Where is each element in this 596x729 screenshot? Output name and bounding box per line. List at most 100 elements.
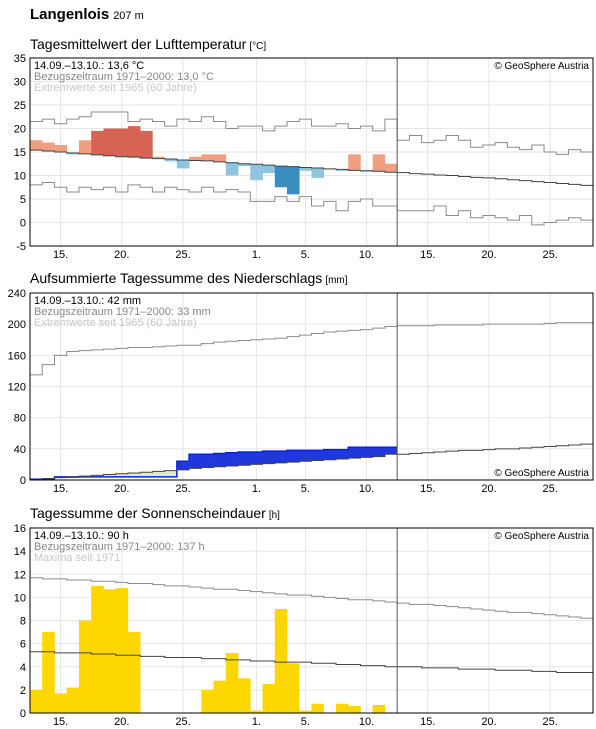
precipitation-unit: [mm] [325, 275, 348, 286]
temperature-unit: [°C] [249, 41, 267, 52]
sunshine-bar [299, 710, 312, 713]
legend-extremes: Extremwerte seit 1965 (60 Jahre) [34, 82, 197, 94]
temperature-bar [225, 162, 239, 176]
x-tick-label: 20. [481, 483, 496, 495]
temperature-bar [250, 164, 263, 181]
precipitation-bar [360, 447, 373, 458]
sunshine-bar [348, 706, 361, 713]
x-tick-label: 15. [53, 483, 68, 495]
copyright-label: © GeoSphere Austria [494, 531, 589, 542]
y-tick-label: 20 [14, 124, 26, 136]
y-tick-label: 8 [20, 616, 26, 628]
legend-extremes: Maxima seit 1971 [34, 552, 120, 564]
temperature-bar [91, 130, 104, 155]
sunshine-bar [225, 652, 239, 713]
x-tick-label: 1. [252, 716, 261, 728]
temperature-frame [29, 57, 594, 247]
precipitation-bar [103, 474, 116, 477]
precipitation-bar [140, 472, 153, 477]
precipitation-bar [127, 472, 141, 477]
x-tick-label: 5. [301, 716, 310, 728]
temperature-bar [274, 166, 288, 188]
station-header: Langenlois 207 m [30, 6, 144, 23]
y-tick-label: 16 [14, 523, 26, 535]
x-tick-label: 25. [543, 483, 558, 495]
sunshine-bar [287, 663, 300, 713]
y-tick-label: 14 [14, 546, 26, 558]
temperature-bar [213, 154, 227, 162]
temperature-max-line [30, 111, 593, 155]
temperature-min-line [30, 182, 593, 226]
y-tick-label: 30 [14, 77, 26, 89]
precipitation-bar [176, 461, 190, 470]
y-tick-label: 10 [14, 171, 26, 183]
precipitation-reference-line [30, 443, 593, 481]
precipitation-bar [335, 449, 349, 459]
y-tick-label: 0 [20, 218, 26, 230]
precipitation-title: Aufsummierte Tagessumme des Niederschlag… [30, 270, 323, 286]
sunshine-bar [91, 585, 104, 713]
precipitation-bar [164, 470, 178, 477]
temperature-bar [115, 128, 129, 157]
x-tick-label: 10. [359, 249, 374, 261]
x-tick-label: 20. [114, 249, 129, 261]
precipitation-bar [91, 475, 104, 477]
temperature-plot [29, 57, 594, 247]
temperature-chart-title: Tagesmittelwert der Lufttemperatur [°C] [30, 36, 266, 52]
x-tick-label: 5. [301, 249, 310, 261]
y-tick-label: 0 [20, 475, 26, 487]
y-tick-label: 15 [14, 147, 26, 159]
sunshine-bar [335, 703, 349, 713]
y-tick-label: -5 [16, 241, 26, 253]
y-tick-label: 4 [20, 662, 26, 674]
precipitation-bar [213, 453, 227, 467]
sunshine-bar [372, 704, 386, 713]
temperature-bar [311, 167, 325, 178]
x-tick-label: 15. [53, 716, 68, 728]
temperature-bar [384, 163, 398, 173]
precipitation-bar [311, 450, 325, 461]
precipitation-bar [189, 454, 202, 469]
sunshine-plot [29, 527, 594, 714]
station-elevation: 207 m [113, 10, 144, 22]
precipitation-bar [262, 451, 276, 464]
x-tick-label: 15. [420, 716, 435, 728]
temperature-bar [66, 152, 80, 155]
precipitation-bar [238, 451, 251, 466]
precipitation-bar [201, 454, 214, 468]
legend-reference: Bezugszeitraum 1971–2000: 33 mm [34, 306, 211, 318]
sunshine-bar [127, 632, 141, 713]
y-tick-label: 120 [8, 382, 26, 394]
sunshine-bar [262, 684, 276, 713]
sunshine-bar [213, 680, 227, 713]
x-tick-label: 5. [301, 483, 310, 495]
temperature-bar [348, 154, 361, 171]
copyright-label: © GeoSphere Austria [494, 61, 589, 72]
sunshine-bar [201, 689, 214, 713]
precipitation-bar [323, 449, 337, 460]
sunshine-bar [238, 678, 251, 713]
y-tick-label: 200 [8, 319, 26, 331]
precipitation-chart-title: Aufsummierte Tagessumme des Niederschlag… [30, 270, 348, 286]
precipitation-bar [384, 447, 398, 455]
temperature-bar [201, 154, 214, 161]
precipitation-cumulative-line [30, 446, 398, 480]
sunshine-reference-line [30, 651, 593, 674]
sunshine-bar [42, 632, 55, 713]
x-tick-label: 20. [481, 716, 496, 728]
temperature-bar [238, 163, 251, 167]
temperature-bar [103, 128, 116, 156]
temperature-bar [152, 156, 165, 159]
temperature-bar [176, 159, 190, 169]
sunshine-bar [103, 589, 116, 713]
x-tick-label: 25. [543, 249, 558, 261]
station-name: Langenlois [30, 6, 110, 23]
x-tick-label: 25. [175, 716, 190, 728]
sunshine-title: Tagessumme der Sonnenscheindauer [30, 505, 266, 521]
precipitation-bar [287, 450, 300, 463]
x-tick-label: 20. [481, 249, 496, 261]
precipitation-bar [274, 451, 288, 463]
temperature-bar [299, 167, 312, 171]
temperature-bar [140, 130, 153, 159]
